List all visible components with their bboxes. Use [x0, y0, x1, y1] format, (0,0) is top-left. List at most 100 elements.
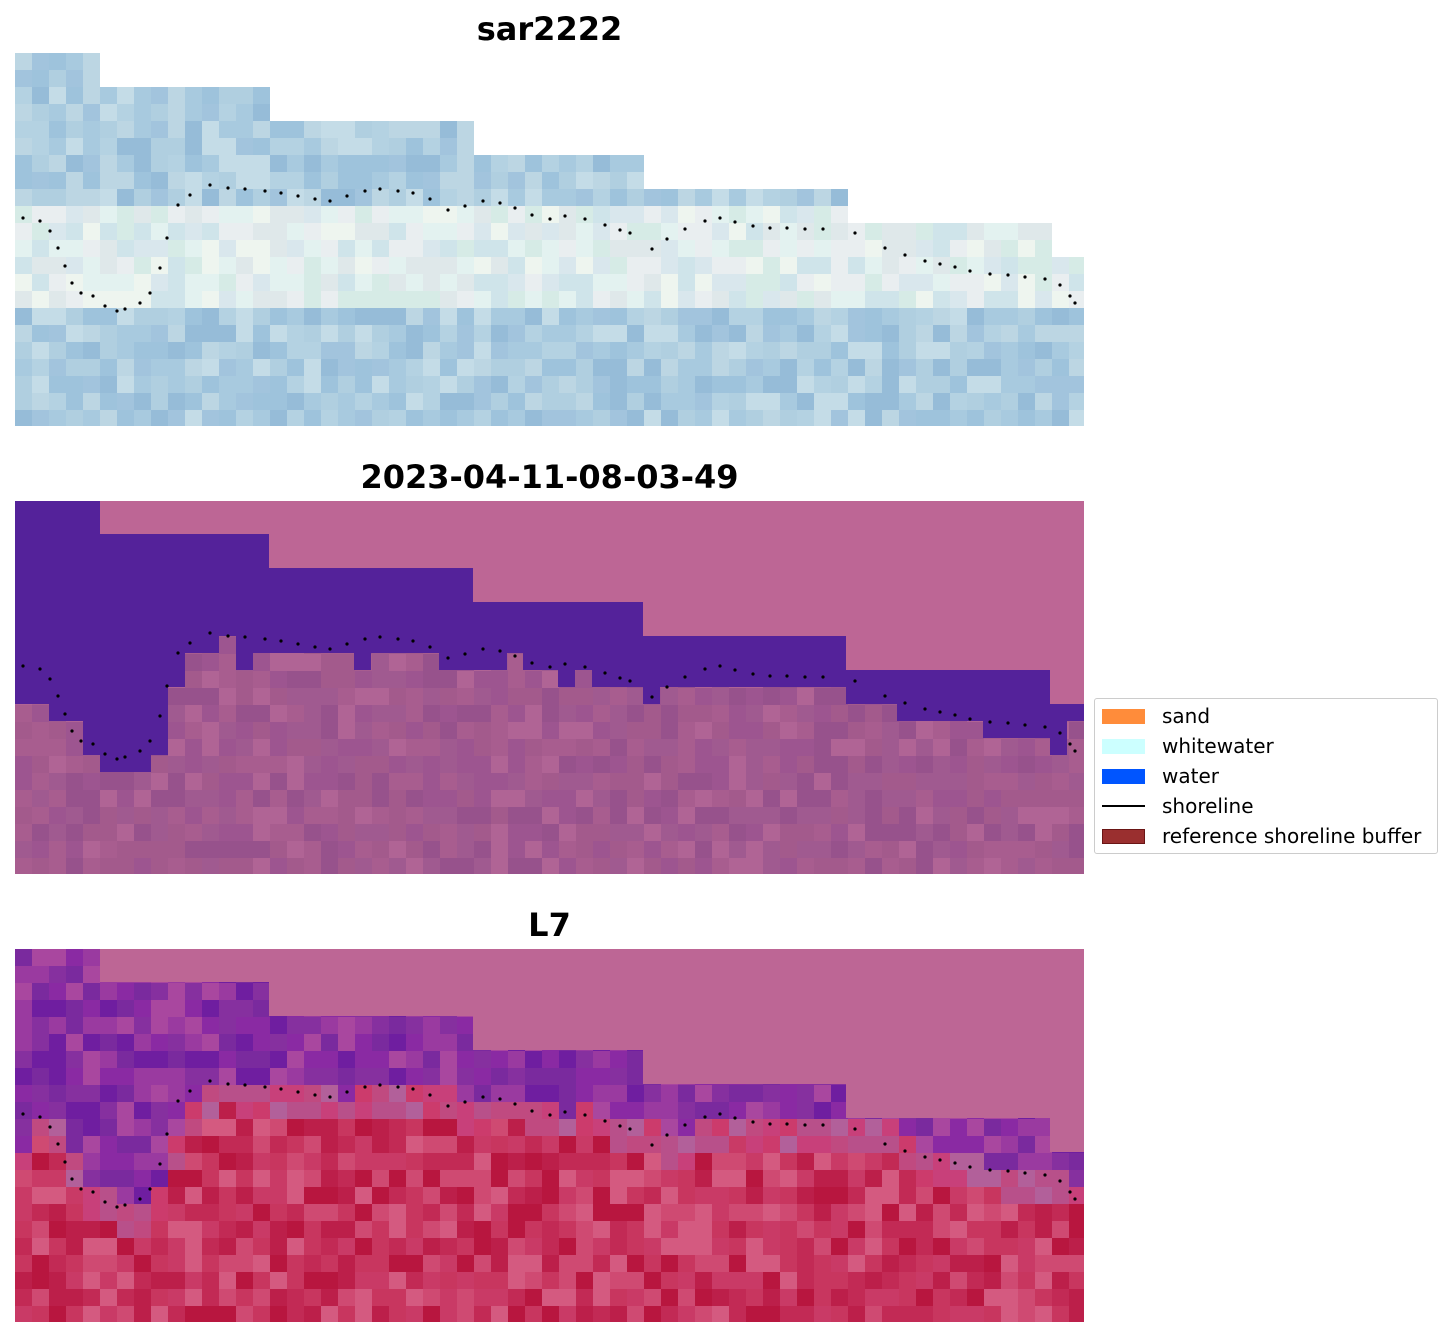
shoreline-point: [618, 228, 622, 232]
shoreline-point: [1023, 1171, 1027, 1175]
shoreline-point: [345, 1090, 349, 1094]
shoreline-point: [148, 1187, 152, 1191]
shoreline-point: [751, 1120, 755, 1124]
shoreline-point: [988, 272, 992, 276]
shoreline-point: [378, 187, 382, 191]
shoreline-point: [718, 1112, 722, 1116]
nodata-region: [643, 949, 846, 1084]
shoreline-point: [243, 1083, 247, 1087]
shoreline-point: [481, 647, 485, 651]
shoreline-point: [411, 639, 415, 643]
shoreline-point: [1006, 273, 1010, 277]
shoreline-point: [188, 193, 192, 197]
shoreline-point: [103, 752, 107, 756]
shoreline-point: [513, 654, 517, 658]
shoreline-point: [208, 183, 212, 187]
shoreline-point: [603, 223, 607, 227]
shoreline-point: [243, 635, 247, 639]
shoreline-point: [603, 671, 607, 675]
shoreline-point: [1043, 1173, 1047, 1177]
shoreline-point: [378, 1083, 382, 1087]
shoreline-point: [463, 1100, 467, 1104]
shoreline-point: [446, 656, 450, 660]
shoreline-point: [158, 266, 162, 270]
shoreline-point: [650, 1143, 654, 1147]
shoreline-point: [363, 189, 367, 193]
shoreline-point: [548, 217, 552, 221]
shoreline-point: [378, 635, 382, 639]
shoreline-point: [176, 1099, 180, 1103]
shoreline-point: [603, 1119, 607, 1123]
shoreline-point: [103, 1200, 107, 1204]
shoreline-point: [938, 710, 942, 714]
nodata-region: [643, 501, 846, 636]
shoreline-point: [63, 712, 67, 716]
shoreline-point: [79, 1187, 83, 1191]
shoreline-point: [883, 246, 887, 250]
panel-title-date: 2023-04-11-08-03-49: [360, 458, 739, 496]
shoreline-point: [363, 637, 367, 641]
shoreline-point: [38, 667, 42, 671]
classification-image: [15, 501, 1084, 874]
shoreline-point: [988, 720, 992, 724]
shoreline-point: [70, 281, 74, 285]
shoreline-point: [123, 1203, 127, 1207]
shoreline-point: [115, 1205, 119, 1209]
shoreline-point: [91, 1190, 95, 1194]
shoreline-point: [563, 214, 567, 218]
nodata-region: [269, 501, 473, 568]
legend-item-shoreline: shoreline: [1102, 794, 1254, 818]
shoreline-point: [313, 645, 317, 649]
shoreline-point: [821, 227, 825, 231]
shoreline-point: [530, 661, 534, 665]
shoreline-point: [138, 749, 142, 753]
shoreline-point: [279, 191, 283, 195]
shoreline-point: [683, 227, 687, 231]
shoreline-point: [853, 1127, 857, 1131]
shoreline-point: [226, 186, 230, 190]
shoreline-point: [703, 1115, 707, 1119]
shoreline-point: [63, 1160, 67, 1164]
shoreline-point: [345, 642, 349, 646]
shoreline-point: [328, 199, 332, 203]
shoreline-dots: [21, 1079, 1077, 1209]
shoreline-point: [988, 1168, 992, 1172]
shoreline-point: [115, 757, 119, 761]
shoreline-point: [1058, 283, 1062, 287]
shoreline-point: [165, 1132, 169, 1136]
sand-swatch: [1102, 708, 1145, 724]
shoreline-point: [328, 1095, 332, 1099]
reference-buffer-swatch: [1102, 828, 1145, 844]
shoreline-point: [718, 664, 722, 668]
shoreline-line-swatch: [1102, 805, 1145, 807]
shoreline-point: [733, 220, 737, 224]
shoreline-point: [123, 755, 127, 759]
shoreline-point: [530, 213, 534, 217]
shoreline-point: [328, 647, 332, 651]
shoreline-point: [165, 684, 169, 688]
legend-label: sand: [1162, 704, 1211, 728]
shoreline-point: [821, 1123, 825, 1127]
shoreline-point: [665, 685, 669, 689]
shoreline-point: [1073, 301, 1077, 305]
shoreline-point: [1023, 275, 1027, 279]
shoreline-point: [188, 1089, 192, 1093]
shoreline-point: [498, 201, 502, 205]
legend-item-whitewater: whitewater: [1102, 734, 1274, 758]
shoreline-point: [768, 674, 772, 678]
shoreline-point: [650, 695, 654, 699]
shoreline-point: [1006, 721, 1010, 725]
shoreline-point: [138, 1197, 142, 1201]
shoreline-point: [296, 642, 300, 646]
shoreline-point: [583, 217, 587, 221]
shoreline-point: [1006, 1169, 1010, 1173]
shoreline-point: [1068, 1190, 1072, 1194]
shoreline-point: [530, 1109, 534, 1113]
l7-image-panel: [15, 949, 1084, 1322]
shoreline-point: [279, 639, 283, 643]
legend: sand whitewater water shoreline referenc…: [1094, 698, 1438, 854]
shoreline-point: [953, 713, 957, 717]
l7-image: [15, 949, 1084, 1322]
shoreline-point: [1073, 1197, 1077, 1201]
shoreline-point: [176, 651, 180, 655]
